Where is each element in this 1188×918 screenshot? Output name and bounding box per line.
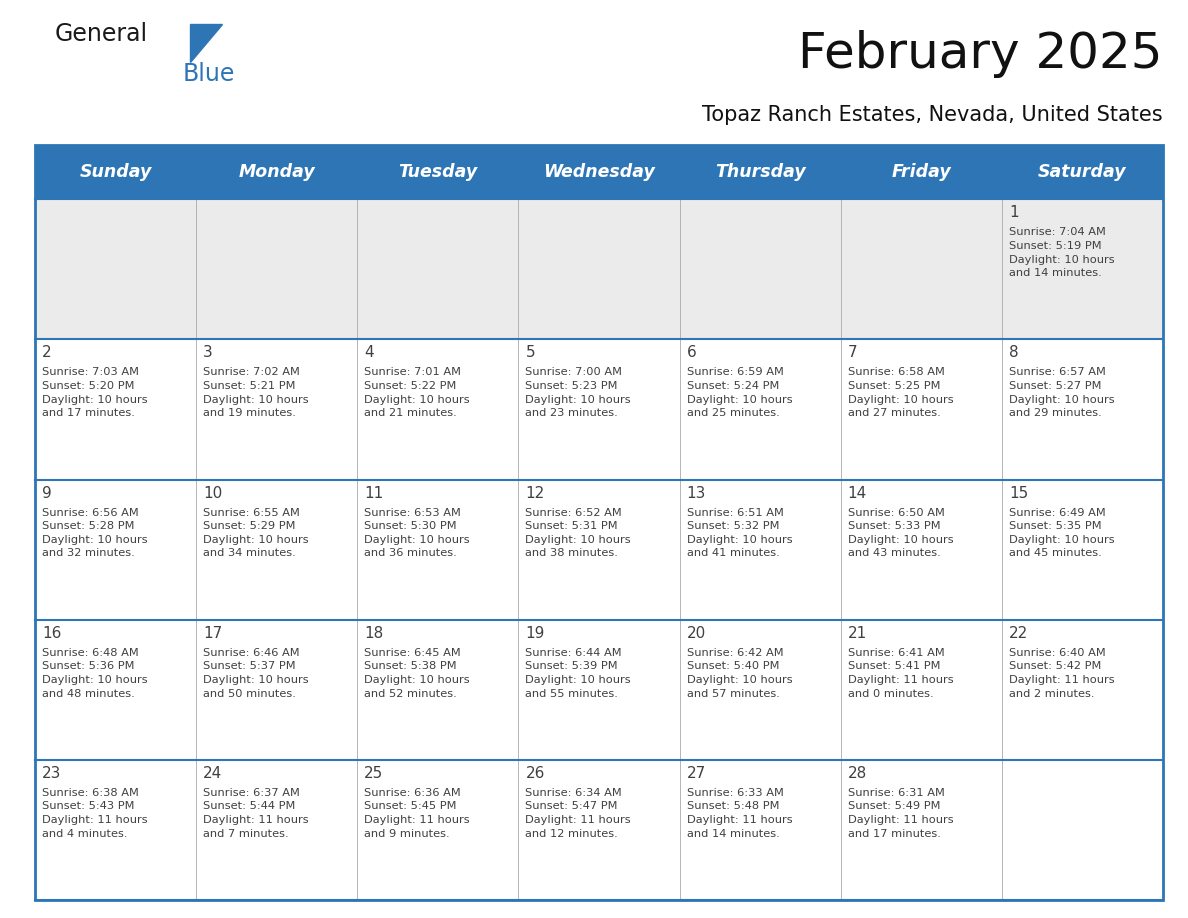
- Text: 9: 9: [42, 486, 52, 500]
- Text: 24: 24: [203, 766, 222, 781]
- Text: 19: 19: [525, 626, 545, 641]
- Text: 21: 21: [848, 626, 867, 641]
- Text: Blue: Blue: [183, 62, 235, 86]
- Text: Sunrise: 6:44 AM
Sunset: 5:39 PM
Daylight: 10 hours
and 55 minutes.: Sunrise: 6:44 AM Sunset: 5:39 PM Dayligh…: [525, 648, 631, 699]
- Text: Sunrise: 7:00 AM
Sunset: 5:23 PM
Daylight: 10 hours
and 23 minutes.: Sunrise: 7:00 AM Sunset: 5:23 PM Dayligh…: [525, 367, 631, 419]
- Text: 18: 18: [365, 626, 384, 641]
- Text: 4: 4: [365, 345, 374, 361]
- Text: 2: 2: [42, 345, 51, 361]
- Bar: [34, 145, 1163, 199]
- Text: Sunrise: 6:36 AM
Sunset: 5:45 PM
Daylight: 11 hours
and 9 minutes.: Sunrise: 6:36 AM Sunset: 5:45 PM Dayligh…: [365, 788, 470, 839]
- Polygon shape: [190, 24, 222, 62]
- Bar: [34, 620, 1163, 760]
- Bar: [34, 760, 1163, 900]
- Text: Sunrise: 6:40 AM
Sunset: 5:42 PM
Daylight: 11 hours
and 2 minutes.: Sunrise: 6:40 AM Sunset: 5:42 PM Dayligh…: [1009, 648, 1114, 699]
- Text: Sunrise: 6:53 AM
Sunset: 5:30 PM
Daylight: 10 hours
and 36 minutes.: Sunrise: 6:53 AM Sunset: 5:30 PM Dayligh…: [365, 508, 470, 558]
- Text: Sunrise: 6:50 AM
Sunset: 5:33 PM
Daylight: 10 hours
and 43 minutes.: Sunrise: 6:50 AM Sunset: 5:33 PM Dayligh…: [848, 508, 953, 558]
- Text: Thursday: Thursday: [715, 163, 805, 181]
- Text: 20: 20: [687, 626, 706, 641]
- Text: Sunrise: 6:45 AM
Sunset: 5:38 PM
Daylight: 10 hours
and 52 minutes.: Sunrise: 6:45 AM Sunset: 5:38 PM Dayligh…: [365, 648, 470, 699]
- Text: Sunrise: 6:34 AM
Sunset: 5:47 PM
Daylight: 11 hours
and 12 minutes.: Sunrise: 6:34 AM Sunset: 5:47 PM Dayligh…: [525, 788, 631, 839]
- Bar: [34, 199, 1163, 340]
- Text: 10: 10: [203, 486, 222, 500]
- Text: Sunrise: 6:55 AM
Sunset: 5:29 PM
Daylight: 10 hours
and 34 minutes.: Sunrise: 6:55 AM Sunset: 5:29 PM Dayligh…: [203, 508, 309, 558]
- Text: 11: 11: [365, 486, 384, 500]
- Text: 13: 13: [687, 486, 706, 500]
- Text: 23: 23: [42, 766, 62, 781]
- Text: 7: 7: [848, 345, 858, 361]
- Text: Sunrise: 6:49 AM
Sunset: 5:35 PM
Daylight: 10 hours
and 45 minutes.: Sunrise: 6:49 AM Sunset: 5:35 PM Dayligh…: [1009, 508, 1114, 558]
- Text: 8: 8: [1009, 345, 1018, 361]
- Text: 14: 14: [848, 486, 867, 500]
- Text: Sunrise: 6:31 AM
Sunset: 5:49 PM
Daylight: 11 hours
and 17 minutes.: Sunrise: 6:31 AM Sunset: 5:49 PM Dayligh…: [848, 788, 953, 839]
- Text: 27: 27: [687, 766, 706, 781]
- Text: Sunrise: 6:57 AM
Sunset: 5:27 PM
Daylight: 10 hours
and 29 minutes.: Sunrise: 6:57 AM Sunset: 5:27 PM Dayligh…: [1009, 367, 1114, 419]
- Text: Sunrise: 6:42 AM
Sunset: 5:40 PM
Daylight: 10 hours
and 57 minutes.: Sunrise: 6:42 AM Sunset: 5:40 PM Dayligh…: [687, 648, 792, 699]
- Bar: [34, 145, 1163, 900]
- Text: Sunrise: 6:51 AM
Sunset: 5:32 PM
Daylight: 10 hours
and 41 minutes.: Sunrise: 6:51 AM Sunset: 5:32 PM Dayligh…: [687, 508, 792, 558]
- Text: 28: 28: [848, 766, 867, 781]
- Text: 1: 1: [1009, 206, 1018, 220]
- Text: 17: 17: [203, 626, 222, 641]
- Text: 15: 15: [1009, 486, 1028, 500]
- Text: Sunrise: 6:48 AM
Sunset: 5:36 PM
Daylight: 10 hours
and 48 minutes.: Sunrise: 6:48 AM Sunset: 5:36 PM Dayligh…: [42, 648, 147, 699]
- Text: 22: 22: [1009, 626, 1028, 641]
- Text: 12: 12: [525, 486, 544, 500]
- Text: Sunrise: 7:03 AM
Sunset: 5:20 PM
Daylight: 10 hours
and 17 minutes.: Sunrise: 7:03 AM Sunset: 5:20 PM Dayligh…: [42, 367, 147, 419]
- Text: 25: 25: [365, 766, 384, 781]
- Text: Sunrise: 6:33 AM
Sunset: 5:48 PM
Daylight: 11 hours
and 14 minutes.: Sunrise: 6:33 AM Sunset: 5:48 PM Dayligh…: [687, 788, 792, 839]
- Text: General: General: [55, 22, 148, 46]
- Text: Sunrise: 6:52 AM
Sunset: 5:31 PM
Daylight: 10 hours
and 38 minutes.: Sunrise: 6:52 AM Sunset: 5:31 PM Dayligh…: [525, 508, 631, 558]
- Text: Sunrise: 6:41 AM
Sunset: 5:41 PM
Daylight: 11 hours
and 0 minutes.: Sunrise: 6:41 AM Sunset: 5:41 PM Dayligh…: [848, 648, 953, 699]
- Text: Sunrise: 7:01 AM
Sunset: 5:22 PM
Daylight: 10 hours
and 21 minutes.: Sunrise: 7:01 AM Sunset: 5:22 PM Dayligh…: [365, 367, 470, 419]
- Text: Wednesday: Wednesday: [543, 163, 655, 181]
- Text: Tuesday: Tuesday: [398, 163, 478, 181]
- Text: Sunrise: 6:37 AM
Sunset: 5:44 PM
Daylight: 11 hours
and 7 minutes.: Sunrise: 6:37 AM Sunset: 5:44 PM Dayligh…: [203, 788, 309, 839]
- Text: Sunrise: 6:46 AM
Sunset: 5:37 PM
Daylight: 10 hours
and 50 minutes.: Sunrise: 6:46 AM Sunset: 5:37 PM Dayligh…: [203, 648, 309, 699]
- Text: Sunrise: 6:59 AM
Sunset: 5:24 PM
Daylight: 10 hours
and 25 minutes.: Sunrise: 6:59 AM Sunset: 5:24 PM Dayligh…: [687, 367, 792, 419]
- Text: Sunrise: 7:04 AM
Sunset: 5:19 PM
Daylight: 10 hours
and 14 minutes.: Sunrise: 7:04 AM Sunset: 5:19 PM Dayligh…: [1009, 228, 1114, 278]
- Text: 26: 26: [525, 766, 545, 781]
- Text: Topaz Ranch Estates, Nevada, United States: Topaz Ranch Estates, Nevada, United Stat…: [702, 105, 1163, 125]
- Text: 5: 5: [525, 345, 535, 361]
- Text: 6: 6: [687, 345, 696, 361]
- Text: Sunrise: 7:02 AM
Sunset: 5:21 PM
Daylight: 10 hours
and 19 minutes.: Sunrise: 7:02 AM Sunset: 5:21 PM Dayligh…: [203, 367, 309, 419]
- Bar: [34, 479, 1163, 620]
- Text: Sunrise: 6:56 AM
Sunset: 5:28 PM
Daylight: 10 hours
and 32 minutes.: Sunrise: 6:56 AM Sunset: 5:28 PM Dayligh…: [42, 508, 147, 558]
- Text: February 2025: February 2025: [798, 30, 1163, 78]
- Text: Sunday: Sunday: [80, 163, 152, 181]
- Text: 3: 3: [203, 345, 213, 361]
- Text: Saturday: Saturday: [1038, 163, 1126, 181]
- Text: Monday: Monday: [239, 163, 315, 181]
- Text: 16: 16: [42, 626, 62, 641]
- Text: Sunrise: 6:38 AM
Sunset: 5:43 PM
Daylight: 11 hours
and 4 minutes.: Sunrise: 6:38 AM Sunset: 5:43 PM Dayligh…: [42, 788, 147, 839]
- Text: Sunrise: 6:58 AM
Sunset: 5:25 PM
Daylight: 10 hours
and 27 minutes.: Sunrise: 6:58 AM Sunset: 5:25 PM Dayligh…: [848, 367, 953, 419]
- Bar: [34, 340, 1163, 479]
- Text: Friday: Friday: [891, 163, 952, 181]
